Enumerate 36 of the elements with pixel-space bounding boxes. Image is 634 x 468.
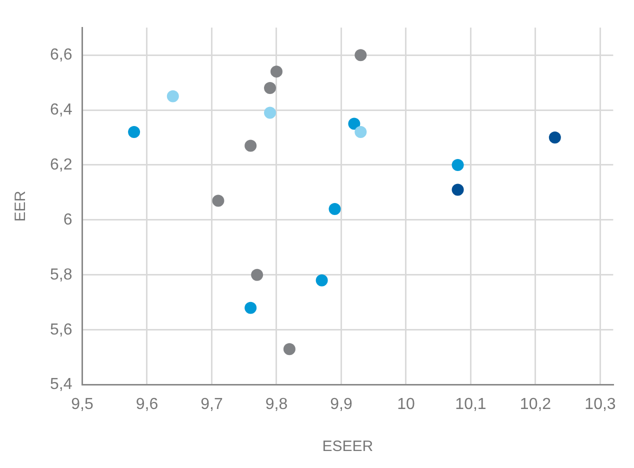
y-tick-label: 6,6 xyxy=(50,46,72,64)
x-tick-label: 9,6 xyxy=(136,396,158,413)
point xyxy=(354,49,367,62)
y-tick-label: 6 xyxy=(63,211,72,228)
point xyxy=(270,66,282,78)
point xyxy=(251,268,264,281)
point xyxy=(548,132,561,144)
x-tick-label: 9,8 xyxy=(265,396,288,413)
point xyxy=(354,126,367,138)
y-tick-label: 5,6 xyxy=(50,321,72,338)
point xyxy=(128,126,140,138)
point xyxy=(244,302,257,314)
y-tick-label: 5,8 xyxy=(50,266,72,284)
y-tick-label: 6,4 xyxy=(50,101,72,118)
x-tick-label: 9,7 xyxy=(200,396,223,413)
point xyxy=(264,106,276,119)
x-tick-label: 9,5 xyxy=(71,396,94,413)
point xyxy=(348,118,360,130)
x-tick-label: 10 xyxy=(397,396,415,413)
y-tick-label: 6,2 xyxy=(50,156,72,174)
point xyxy=(283,343,296,356)
y-tick-label: 5,4 xyxy=(50,376,72,394)
point xyxy=(264,82,276,94)
point xyxy=(328,202,341,215)
point xyxy=(166,90,179,102)
point xyxy=(452,158,464,171)
y-axis-title: EER xyxy=(12,190,30,222)
x-axis-title: ESEER xyxy=(322,438,374,456)
x-tick-label: 10,2 xyxy=(520,396,552,413)
point xyxy=(316,274,328,286)
point xyxy=(452,184,464,196)
x-tick-label: 10,3 xyxy=(584,396,616,413)
point xyxy=(244,140,257,152)
x-tick-label: 10,1 xyxy=(455,396,486,413)
point xyxy=(212,194,224,207)
x-tick-label: 9,9 xyxy=(330,396,352,413)
